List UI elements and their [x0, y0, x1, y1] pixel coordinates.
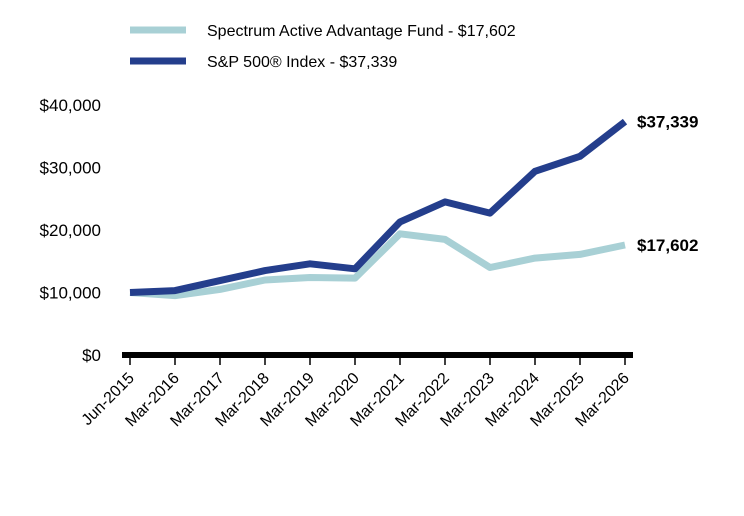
end-label-1: $37,339: [637, 113, 698, 132]
end-label-0: $17,602: [637, 236, 698, 255]
end-labels: $17,602 $37,339: [637, 113, 698, 255]
y-tick-label: $10,000: [40, 284, 101, 303]
x-axis: Jun-2015Mar-2016Mar-2017Mar-2018Mar-2019…: [79, 352, 633, 430]
y-axis: $0 $10,000 $20,000 $30,000 $40,000: [40, 96, 101, 365]
series-lines: [129, 118, 628, 300]
legend-label-1: S&P 500® Index - $37,339: [207, 54, 397, 71]
legend-label-0: Spectrum Active Advantage Fund - $17,602: [207, 23, 516, 40]
y-tick-label: $0: [82, 346, 101, 365]
y-tick-label: $30,000: [40, 159, 101, 178]
y-tick-label: $40,000: [40, 96, 101, 115]
legend: Spectrum Active Advantage Fund - $17,602…: [130, 23, 516, 71]
y-tick-label: $20,000: [40, 221, 101, 240]
series-line-0: [129, 230, 626, 300]
series-line-1: [129, 118, 628, 296]
